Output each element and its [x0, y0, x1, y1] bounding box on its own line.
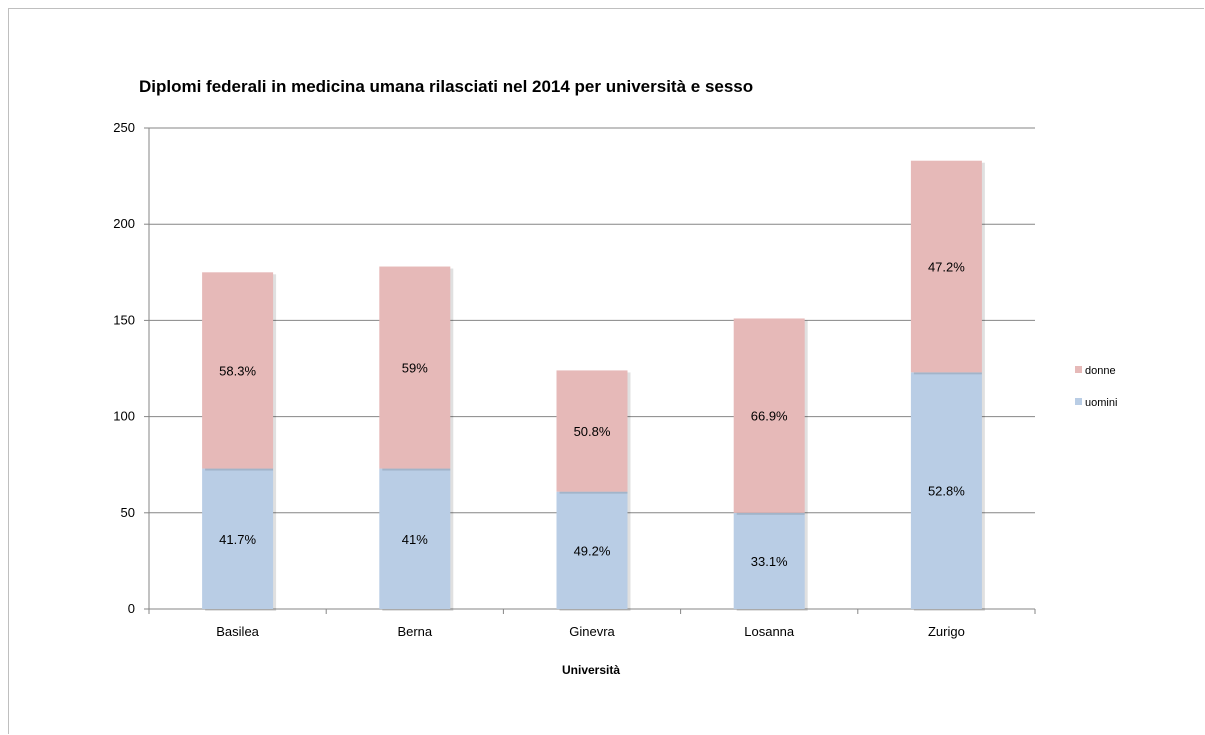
bar-uomini	[379, 468, 451, 609]
data-label-uomini: 52.8%	[928, 484, 965, 499]
x-tick-label: Berna	[397, 624, 432, 639]
bar-donne	[379, 266, 451, 469]
data-label-uomini: 41%	[402, 532, 428, 547]
data-labels: 41.7% 58.3% 41% 59% 49.2% 50.8% 33.1% 66.9% 52.8…	[219, 260, 965, 569]
axes: 0 50 100 150 200 250 Basilea Berna Ginevra Losann…	[113, 120, 1036, 639]
legend-label-donne: donne	[1085, 365, 1116, 377]
data-label-uomini: 49.2%	[574, 543, 611, 558]
chart-title: Diplomi federali in medicina umana rilas…	[139, 77, 753, 96]
y-tick-label: 200	[113, 216, 135, 231]
x-tick-label: Ginevra	[569, 624, 615, 639]
x-tick-label: Losanna	[744, 624, 795, 639]
legend: donne uomini	[1075, 365, 1117, 409]
y-tick-label: 50	[121, 505, 135, 520]
y-tick-label: 0	[128, 601, 135, 616]
bar-uomini	[556, 491, 628, 609]
bar-donne	[910, 160, 982, 373]
data-label-donne: 59%	[402, 361, 428, 376]
x-tick-label: Basilea	[216, 624, 259, 639]
chart-area: Diplomi federali in medicina umana rilas…	[8, 8, 1204, 734]
x-tick-label: Zurigo	[928, 624, 965, 639]
data-label-donne: 47.2%	[928, 260, 965, 275]
data-label-donne: 58.3%	[219, 363, 256, 378]
bar-uomini	[910, 372, 982, 609]
legend-label-uomini: uomini	[1085, 397, 1117, 409]
bars	[202, 160, 985, 611]
data-label-donne: 66.9%	[751, 409, 788, 424]
legend-swatch-donne	[1075, 366, 1082, 373]
y-tick-label: 100	[113, 409, 135, 424]
stacked-bar-chart: Diplomi federali in medicina umana rilas…	[113, 77, 1117, 677]
bar-uomini	[733, 512, 805, 609]
bar-donne	[733, 318, 805, 513]
bar-donne	[202, 272, 274, 469]
gridlines	[149, 127, 1035, 514]
y-tick-label: 250	[113, 120, 135, 135]
data-label-donne: 50.8%	[574, 424, 611, 439]
legend-swatch-uomini	[1075, 398, 1082, 405]
x-axis-title: Università	[562, 663, 620, 677]
y-tick-label: 150	[113, 312, 135, 327]
data-label-uomini: 41.7%	[219, 532, 256, 547]
data-label-uomini: 33.1%	[751, 554, 788, 569]
bar-donne	[556, 370, 628, 492]
bar-uomini	[202, 468, 274, 609]
